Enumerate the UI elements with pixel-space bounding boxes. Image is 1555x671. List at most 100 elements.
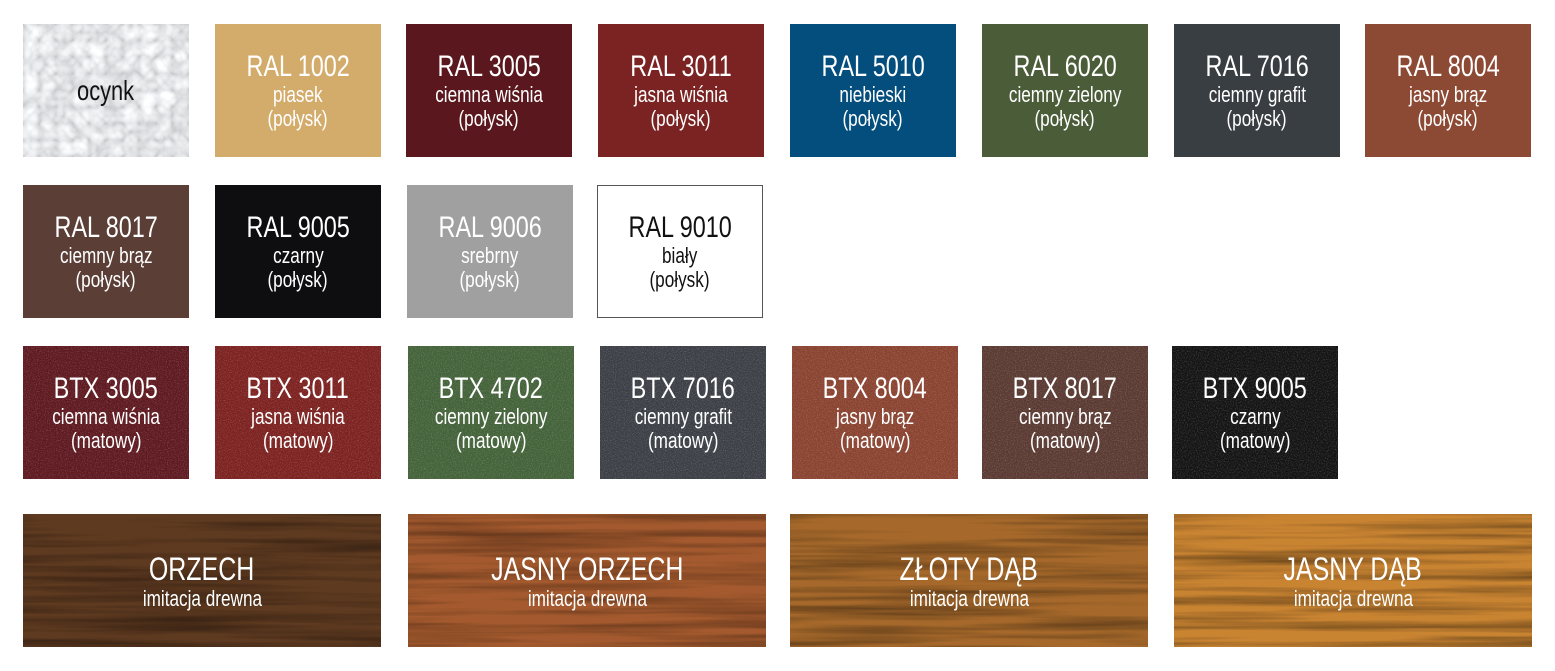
swatch-code: RAL 5010 <box>821 49 925 83</box>
texture <box>408 346 574 479</box>
color-swatch: BTX 8004 jasny brąz (matowy) <box>792 346 958 479</box>
swatch-name: czarny <box>1229 403 1281 429</box>
swatch-name: ciemna wiśnia <box>435 81 543 107</box>
swatch-name: imitacja drewna <box>1293 585 1413 611</box>
swatch-code: RAL 3005 <box>437 49 541 83</box>
swatch-code: RAL 7016 <box>1205 49 1309 83</box>
swatch-label: RAL 9006 srebrny (połysk) <box>407 185 573 318</box>
color-swatch: RAL 9006 srebrny (połysk) <box>407 185 573 318</box>
swatch-code: JASNY DĄB <box>1283 550 1423 587</box>
swatch-label: RAL 6020 ciemny zielony (połysk) <box>982 24 1148 157</box>
swatch-finish: (połysk) <box>842 105 904 131</box>
swatch-code: JASNY ORZECH <box>490 550 684 587</box>
swatch-label: RAL 3005 ciemna wiśnia (połysk) <box>406 24 572 157</box>
swatch-label: BTX 7016 ciemny grafit (matowy) <box>600 346 766 479</box>
swatch-name: ciemna wiśnia <box>52 403 160 429</box>
swatch-code: BTX 8004 <box>822 371 928 405</box>
swatch-label: BTX 9005 czarny (matowy) <box>1172 346 1338 479</box>
swatch-label: BTX 8004 jasny brąz (matowy) <box>792 346 958 479</box>
swatch-finish: (matowy) <box>1219 427 1291 453</box>
swatch-code: RAL 8004 <box>1396 49 1500 83</box>
swatch-label: RAL 1002 piasek (połysk) <box>215 24 381 157</box>
texture <box>982 346 1148 479</box>
color-swatch: BTX 9005 czarny (matowy) <box>1172 346 1338 479</box>
swatch-name: ciemny brąz <box>1018 403 1112 429</box>
color-swatch: BTX 3011 jasna wiśnia (matowy) <box>215 346 381 479</box>
swatch-name: ocynk <box>77 74 135 106</box>
color-swatch: RAL 8004 jasny brąz (połysk) <box>1365 24 1531 157</box>
swatch-label: BTX 3005 ciemna wiśnia (matowy) <box>23 346 189 479</box>
swatch-code: BTX 8017 <box>1012 371 1118 405</box>
swatch-name: imitacja drewna <box>527 585 647 611</box>
swatch-code: BTX 3011 <box>246 371 350 405</box>
texture <box>23 514 381 647</box>
swatch-code: RAL 3011 <box>630 49 732 83</box>
texture <box>23 24 189 157</box>
color-swatch: RAL 1002 piasek (połysk) <box>215 24 381 157</box>
swatch-finish: (połysk) <box>267 105 329 131</box>
color-swatch: RAL 8017 ciemny brąz (połysk) <box>23 185 189 318</box>
swatch-finish: (połysk) <box>458 105 520 131</box>
texture <box>1172 346 1338 479</box>
swatch-name: jasny brąz <box>1408 81 1488 107</box>
color-swatch: JASNY DĄB imitacja drewna <box>1174 514 1532 647</box>
swatch-finish: (połysk) <box>459 266 521 292</box>
swatch-code: BTX 7016 <box>630 371 736 405</box>
swatch-code: BTX 9005 <box>1202 371 1308 405</box>
swatch-name: biały <box>662 242 698 268</box>
texture <box>1174 514 1532 647</box>
swatch-label: RAL 8004 jasny brąz (połysk) <box>1365 24 1531 157</box>
swatch-code: RAL 9006 <box>438 210 542 244</box>
color-swatch: BTX 8017 ciemny brąz (matowy) <box>982 346 1148 479</box>
color-swatch: RAL 6020 ciemny zielony (połysk) <box>982 24 1148 157</box>
color-swatch: ZŁOTY DĄB imitacja drewna <box>790 514 1148 647</box>
color-swatch: RAL 3005 ciemna wiśnia (połysk) <box>406 24 572 157</box>
color-swatch: BTX 3005 ciemna wiśnia (matowy) <box>23 346 189 479</box>
swatch-finish: (połysk) <box>1034 105 1096 131</box>
texture <box>790 514 1148 647</box>
swatch-label: ocynk <box>23 24 189 157</box>
swatch-name: jasna wiśnia <box>251 403 345 429</box>
swatch-name: srebrny <box>461 242 519 268</box>
swatch-label: RAL 7016 ciemny grafit (połysk) <box>1174 24 1340 157</box>
swatch-finish: (połysk) <box>650 105 712 131</box>
color-swatch: RAL 5010 niebieski (połysk) <box>790 24 956 157</box>
swatch-name: ciemny brąz <box>59 242 153 268</box>
swatch-finish: (matowy) <box>647 427 719 453</box>
swatch-label: ORZECH imitacja drewna <box>23 514 381 647</box>
color-swatch: ocynk <box>23 24 189 157</box>
swatch-name: jasny brąz <box>835 403 915 429</box>
color-swatch: RAL 9005 czarny (połysk) <box>215 185 381 318</box>
swatch-label: BTX 4702 ciemny zielony (matowy) <box>408 346 574 479</box>
swatch-code: ZŁOTY DĄB <box>899 550 1039 587</box>
color-swatch: RAL 9010 biały (połysk) <box>597 185 763 318</box>
swatch-name: piasek <box>273 81 323 107</box>
swatch-name: czarny <box>272 242 324 268</box>
texture <box>215 346 381 479</box>
swatch-name: niebieski <box>839 81 907 107</box>
swatch-code: RAL 9010 <box>628 210 732 244</box>
swatch-finish: (matowy) <box>839 427 911 453</box>
swatch-label: RAL 3011 jasna wiśnia (połysk) <box>598 24 764 157</box>
swatch-name: ciemny grafit <box>1208 81 1306 107</box>
swatch-finish: (matowy) <box>70 427 142 453</box>
swatch-finish: (połysk) <box>75 266 137 292</box>
swatch-code: RAL 9005 <box>246 210 350 244</box>
texture <box>23 346 189 479</box>
swatch-finish: (połysk) <box>1417 105 1479 131</box>
swatch-finish: (połysk) <box>1226 105 1288 131</box>
swatch-label: JASNY DĄB imitacja drewna <box>1174 514 1532 647</box>
swatch-code: RAL 6020 <box>1013 49 1117 83</box>
swatch-label: JASNY ORZECH imitacja drewna <box>408 514 766 647</box>
swatch-label: RAL 9010 biały (połysk) <box>598 186 762 317</box>
swatch-finish: (matowy) <box>262 427 334 453</box>
swatch-label: ZŁOTY DĄB imitacja drewna <box>790 514 1148 647</box>
swatch-finish: (matowy) <box>1029 427 1101 453</box>
swatch-label: RAL 8017 ciemny brąz (połysk) <box>23 185 189 318</box>
swatch-label: RAL 9005 czarny (połysk) <box>215 185 381 318</box>
swatch-label: RAL 5010 niebieski (połysk) <box>790 24 956 157</box>
texture <box>792 346 958 479</box>
swatch-finish: (połysk) <box>267 266 329 292</box>
color-swatch: JASNY ORZECH imitacja drewna <box>408 514 766 647</box>
swatch-label: BTX 8017 ciemny brąz (matowy) <box>982 346 1148 479</box>
